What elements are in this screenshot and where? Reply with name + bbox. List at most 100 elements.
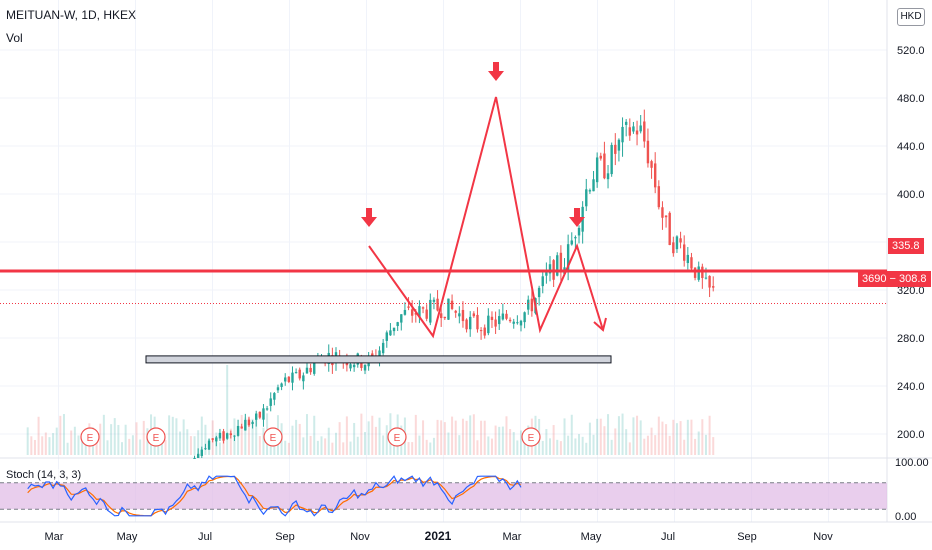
candle-body: [472, 313, 476, 317]
volume-bar: [407, 442, 410, 455]
volume-bar: [639, 420, 642, 455]
volume-bar: [81, 438, 84, 455]
candle-body: [265, 408, 269, 410]
candle-body: [501, 313, 505, 320]
candle-body: [429, 299, 432, 323]
volume-bar: [596, 418, 599, 455]
price-tick-label: 520.0: [897, 45, 925, 57]
volume-bar: [501, 426, 504, 455]
volume-bar: [469, 415, 472, 455]
candle-body: [683, 244, 686, 261]
candle-body: [476, 314, 479, 330]
volume-bar: [632, 417, 635, 455]
candle-body: [494, 319, 497, 327]
candle-body: [610, 144, 613, 175]
candle-body: [664, 215, 668, 218]
volume-bar: [30, 436, 33, 455]
support-zone: [145, 355, 612, 364]
volume-bar: [324, 438, 327, 455]
earnings-marker: [80, 427, 100, 447]
price-tick-label: 240.0: [897, 381, 925, 393]
candle-body: [672, 242, 675, 254]
volume-bar: [480, 420, 483, 455]
candle-body: [585, 189, 588, 207]
candle-body: [439, 313, 443, 319]
volume-bar: [429, 442, 432, 455]
volume-bar: [570, 414, 573, 455]
volume-bar: [251, 418, 254, 455]
time-tick-label: May: [581, 531, 602, 543]
time-tick-label: Jul: [661, 531, 675, 543]
candle-body: [229, 433, 233, 436]
candle-body: [432, 299, 436, 302]
candle-body: [479, 330, 483, 332]
symbol-legend: MEITUAN-W, 1D, HKEX: [6, 8, 136, 23]
volume-bar: [440, 420, 443, 455]
volume-bar: [66, 442, 69, 455]
volume-bar: [44, 432, 47, 455]
volume-bar: [654, 435, 657, 455]
candle-body: [519, 320, 523, 326]
volume-bar: [226, 365, 229, 455]
candle-body: [309, 367, 312, 373]
volume-bar: [610, 439, 613, 455]
candle-body: [450, 300, 454, 309]
volume-bar: [382, 435, 385, 455]
candle-body: [635, 130, 639, 135]
earnings-marker-label: E: [87, 433, 94, 444]
volume-bar: [106, 440, 109, 455]
volume-bar: [131, 435, 134, 455]
volume-bar: [701, 419, 704, 455]
candle-body: [225, 433, 229, 439]
candle-body: [614, 144, 617, 154]
price-tick-label: 480.0: [897, 93, 925, 105]
volume-bar: [458, 435, 461, 455]
earnings-marker: [387, 427, 407, 447]
volume-bar: [704, 434, 707, 455]
volume-bar: [686, 419, 689, 455]
candle-body: [436, 298, 439, 311]
volume-bar: [244, 417, 247, 455]
volume-bar: [505, 416, 508, 455]
candle-body: [276, 387, 280, 391]
earnings-marker: [146, 427, 166, 447]
volume-bar: [41, 436, 44, 455]
volume-bar: [298, 423, 301, 455]
volume-bar: [432, 437, 435, 455]
volume-bar: [628, 442, 631, 455]
candle-body: [617, 139, 621, 151]
volume-bar: [563, 418, 566, 455]
volume-bar: [694, 438, 697, 455]
volume-bar: [59, 415, 62, 455]
volume-bar: [552, 425, 555, 455]
candle-body: [211, 438, 214, 440]
volume-bar: [567, 435, 570, 455]
volume-bar: [193, 436, 196, 455]
volume-bar: [454, 420, 457, 455]
down-arrow-marker: [361, 208, 377, 227]
candle-body: [313, 362, 316, 374]
candle-body: [378, 350, 381, 359]
volume-bar: [349, 441, 352, 455]
volume-bar: [697, 431, 700, 455]
candle-body: [291, 372, 294, 383]
volume-bar: [592, 434, 595, 455]
volume-bar: [197, 430, 200, 455]
candle-body: [498, 316, 501, 325]
candle-body: [512, 321, 515, 324]
candle-body: [233, 435, 236, 437]
volume-bar: [175, 418, 178, 455]
volume-bar: [262, 427, 265, 455]
volume-bar: [117, 424, 120, 455]
volume-bar: [411, 442, 414, 455]
volume-bar: [353, 422, 356, 455]
currency-button[interactable]: HKD: [897, 8, 925, 26]
candle-body: [548, 264, 552, 274]
volume-bar: [62, 414, 65, 455]
candle-body: [679, 238, 682, 243]
volume-bar: [211, 420, 214, 455]
volume-bar: [309, 435, 312, 455]
candle-body: [414, 312, 418, 315]
